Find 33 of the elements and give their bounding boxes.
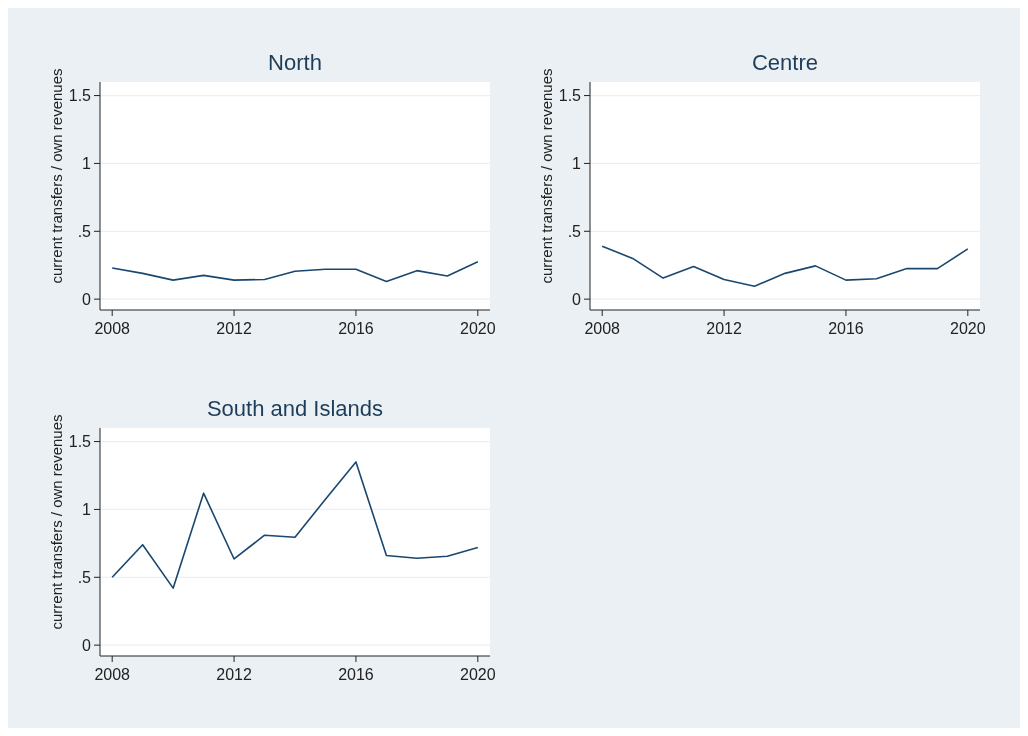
y-tick-label: 0 — [82, 636, 92, 654]
y-tick-label: .5 — [77, 222, 92, 240]
x-tick-label: 2012 — [216, 320, 252, 337]
line-series — [601, 245, 969, 288]
y-tick-label: 1.5 — [68, 433, 92, 451]
x-tick-label: 2016 — [338, 666, 374, 683]
y-axis-title: current transfers / own revenues — [538, 68, 555, 284]
y-tick-label: 1 — [82, 155, 92, 173]
x-tick-label: 2008 — [94, 666, 131, 683]
chart-title: South and Islands — [206, 396, 384, 421]
y-axis-title: current transfers / own revenues — [48, 414, 65, 630]
line-series — [111, 461, 479, 589]
line-series — [111, 261, 479, 283]
y-tick-label: 0 — [572, 290, 582, 308]
x-tick-label: 2012 — [706, 320, 742, 337]
x-tick-label: 2016 — [828, 320, 864, 337]
chart-title: North — [268, 50, 322, 75]
y-tick-label: 1.5 — [558, 87, 582, 105]
x-tick-label: 2008 — [94, 320, 131, 337]
y-tick-label: 0 — [82, 290, 92, 308]
x-tick-label: 2008 — [584, 320, 621, 337]
y-tick-label: .5 — [77, 568, 92, 586]
y-axis-title: current transfers / own revenues — [48, 68, 65, 284]
x-tick-label: 2020 — [460, 666, 496, 683]
y-tick-label: 1.5 — [68, 87, 92, 105]
x-tick-label: 2016 — [338, 320, 374, 337]
chart-title: Centre — [751, 50, 819, 75]
x-tick-label: 2020 — [950, 320, 986, 337]
y-tick-label: .5 — [567, 222, 582, 240]
x-tick-label: 2012 — [216, 666, 252, 683]
x-tick-label: 2020 — [460, 320, 496, 337]
y-tick-label: 1 — [572, 155, 582, 173]
y-tick-label: 1 — [82, 501, 92, 519]
